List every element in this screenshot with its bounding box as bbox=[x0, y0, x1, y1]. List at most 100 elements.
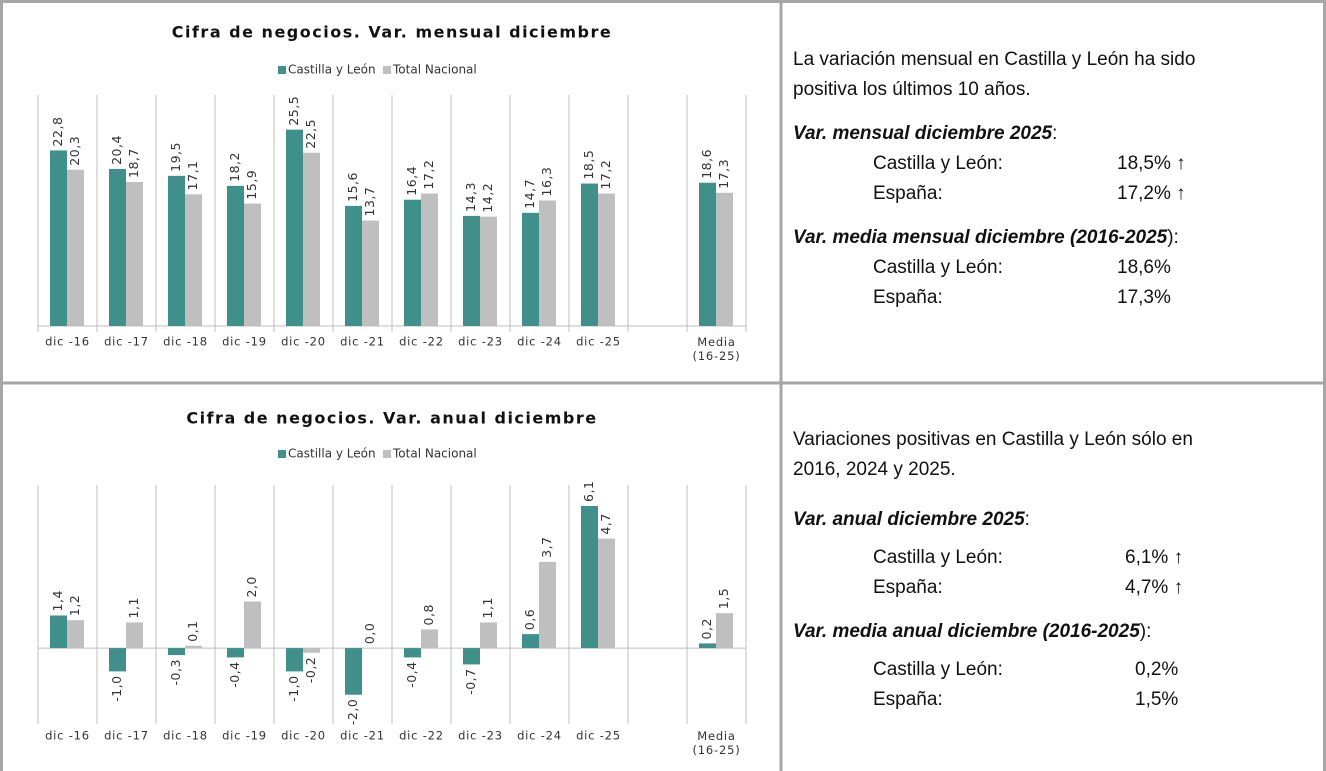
value-label: 14,3 bbox=[463, 182, 478, 212]
row-label: España: bbox=[873, 577, 943, 598]
value-label: 1,5 bbox=[716, 588, 731, 609]
bar bbox=[67, 169, 84, 326]
row-label: España: bbox=[873, 689, 943, 710]
section-heading: Var. mensual diciembre 2025: bbox=[793, 119, 1318, 149]
intro: Variaciones positivas en Castilla y León… bbox=[793, 425, 1318, 485]
text-panel: La variación mensual en Castilla y León … bbox=[793, 45, 1318, 313]
value-label: 0,2 bbox=[699, 618, 714, 639]
bar bbox=[699, 182, 716, 326]
bar bbox=[716, 192, 733, 326]
bar bbox=[598, 538, 615, 649]
value-label: 0,6 bbox=[522, 609, 537, 630]
row: España: 17,3% bbox=[793, 283, 1318, 313]
row-value: 18,6% bbox=[1117, 257, 1171, 278]
bar bbox=[126, 182, 143, 326]
value-label: 18,6 bbox=[699, 149, 714, 179]
x-tick-label: dic -17 bbox=[104, 729, 149, 743]
chart-title: Cifra de negocios. Var. anual diciembre bbox=[186, 409, 597, 428]
x-tick-label: dic -17 bbox=[104, 335, 149, 349]
bar bbox=[480, 622, 497, 649]
bar bbox=[539, 561, 556, 649]
intro-line: La variación mensual en Castilla y León … bbox=[793, 49, 1196, 70]
x-tick-label: dic -22 bbox=[399, 729, 444, 743]
bar bbox=[244, 601, 261, 649]
row-value: 6,1% ↑ bbox=[1125, 547, 1184, 568]
row-value: 17,2% ↑ bbox=[1117, 183, 1186, 204]
row-label: España: bbox=[873, 183, 943, 204]
x-tick-label: dic -16 bbox=[45, 335, 90, 349]
value-label: 17,2 bbox=[421, 160, 436, 190]
heading-text: Var. mensual diciembre 2025 bbox=[793, 123, 1053, 144]
chart-title: Cifra de negocios. Var. mensual diciembr… bbox=[172, 23, 613, 42]
x-tick-label: dic -21 bbox=[340, 729, 385, 743]
value-label: -0,2 bbox=[303, 657, 318, 683]
value-label: 0,1 bbox=[185, 620, 200, 641]
row-value: 4,7% ↑ bbox=[1125, 577, 1184, 598]
value-label: -1,0 bbox=[286, 675, 301, 701]
intro: La variación mensual en Castilla y León … bbox=[793, 45, 1318, 105]
value-label: 14,7 bbox=[522, 179, 537, 209]
value-label: -0,3 bbox=[168, 659, 183, 685]
x-tick-label: dic -19 bbox=[222, 335, 267, 349]
legend-swatch bbox=[383, 450, 391, 458]
section-heading: Var. media anual diciembre (2016-2025): bbox=[793, 617, 1318, 647]
value-label: 16,4 bbox=[404, 166, 419, 196]
x-tick-label: Media (16-25) bbox=[693, 729, 741, 757]
bar bbox=[168, 175, 185, 326]
value-label: 0,0 bbox=[362, 623, 377, 644]
legend-label: Castilla y León bbox=[288, 447, 376, 461]
row-value: 1,5% bbox=[1135, 689, 1179, 710]
bar bbox=[126, 622, 143, 649]
x-tick-label: dic -20 bbox=[281, 335, 326, 349]
value-label: 14,2 bbox=[480, 183, 495, 213]
section: Var. mensual diciembre 2025: Castilla y L… bbox=[793, 119, 1318, 209]
row: España: 1,5% bbox=[793, 685, 1318, 715]
x-tick-label: dic -24 bbox=[517, 335, 562, 349]
value-label: 6,1 bbox=[581, 481, 596, 502]
x-tick-label: dic -22 bbox=[399, 335, 444, 349]
value-label: 1,2 bbox=[67, 595, 82, 616]
bar bbox=[539, 200, 556, 326]
section-heading: Var. anual diciembre 2025: bbox=[793, 505, 1318, 535]
x-tick-label: dic -20 bbox=[281, 729, 326, 743]
row-label: España: bbox=[873, 287, 943, 308]
x-tick-label: dic -25 bbox=[576, 335, 621, 349]
x-tick-label: Media (16-25) bbox=[693, 335, 741, 363]
value-label: 20,3 bbox=[67, 136, 82, 166]
row: Castilla y León: 6,1% ↑ bbox=[793, 543, 1318, 573]
bar bbox=[463, 648, 480, 665]
legend-label: Total Nacional bbox=[392, 63, 477, 77]
heading-suffix: ): bbox=[1139, 621, 1152, 642]
row-label: Castilla y León: bbox=[873, 547, 1003, 568]
value-label: 1,1 bbox=[126, 597, 141, 618]
legend-label: Castilla y León bbox=[288, 63, 376, 77]
bar bbox=[345, 205, 362, 326]
bar bbox=[421, 193, 438, 326]
bar bbox=[286, 648, 303, 672]
bar bbox=[67, 620, 84, 649]
section-heading: Var. media mensual diciembre (2016-2025)… bbox=[793, 223, 1318, 253]
bar bbox=[303, 648, 320, 653]
bar bbox=[463, 215, 480, 326]
bar bbox=[581, 183, 598, 326]
x-tick-label: dic -21 bbox=[340, 335, 385, 349]
value-label: 18,2 bbox=[227, 152, 242, 182]
bar bbox=[185, 194, 202, 326]
value-label: 13,7 bbox=[362, 187, 377, 217]
bar bbox=[699, 643, 716, 649]
value-label: 3,7 bbox=[539, 536, 554, 557]
value-label: 15,6 bbox=[345, 172, 360, 202]
bar bbox=[404, 199, 421, 326]
bar bbox=[227, 648, 244, 658]
value-label: 0,8 bbox=[421, 604, 436, 625]
row: España: 17,2% ↑ bbox=[793, 179, 1318, 209]
value-label: 17,3 bbox=[716, 159, 731, 189]
bar bbox=[109, 648, 126, 672]
heading-suffix: ): bbox=[1167, 227, 1179, 248]
bar bbox=[109, 168, 126, 326]
x-tick-label: dic -18 bbox=[163, 335, 208, 349]
bar bbox=[185, 645, 202, 649]
value-label: 18,5 bbox=[581, 150, 596, 180]
